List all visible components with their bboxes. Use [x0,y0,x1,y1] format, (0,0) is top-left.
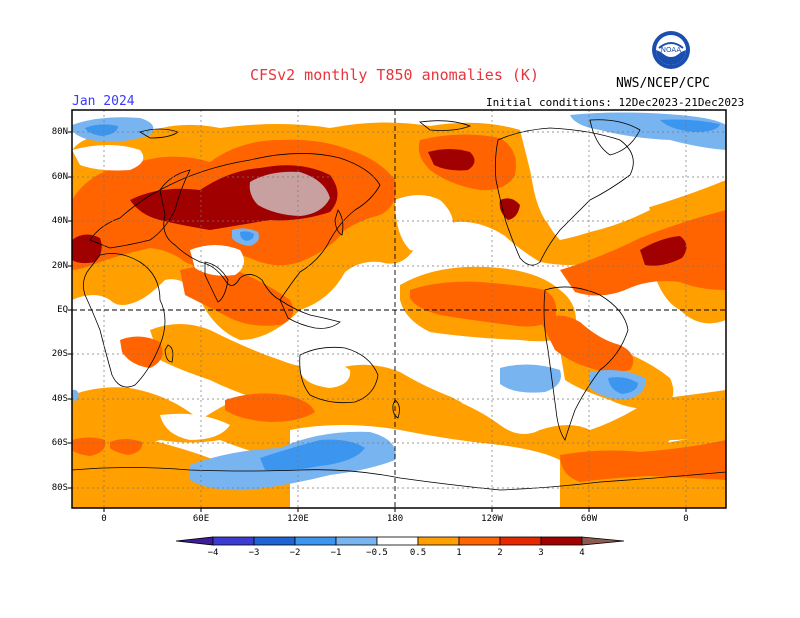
coast-australia [299,346,379,404]
coast-asia [159,153,381,301]
field-darkred-pacific [428,149,475,171]
valid-month: Jan 2024 [72,94,135,109]
lon-label: 120W [481,514,503,524]
coast-madagascar [164,344,174,363]
map-title: CFSv2 monthly T850 anomalies (K) [250,66,539,84]
noaa-logo-icon: NOAA [652,31,690,69]
field-lightblue-far-south-w [72,389,79,401]
field-blue-southern-ocean [260,439,365,471]
lon-label: 60E [192,514,210,524]
colorbar-label: 2 [497,548,503,558]
colorbar-label: 4 [579,548,585,558]
agency-label: NWS/NCEP/CPC [616,76,710,91]
field-neutral-north-america [530,146,650,233]
field-neutral-southern [160,413,230,440]
field-blue-arctic-e [660,119,720,132]
colorbar-seg [376,536,419,546]
field-darkred-na [499,198,520,220]
colorbar-seg [335,536,378,546]
field-red-south-america [540,315,634,373]
lon-label: 0 [683,514,689,524]
coast-north-america [494,127,634,266]
coast-greenland [589,119,641,156]
colorbar-gt-5 [581,536,625,546]
colorbar-label: 1 [456,548,462,558]
colorbar-seg [294,536,337,546]
field-neutral-south-pacific [419,340,560,415]
coast-india [204,261,229,303]
field-red-southern [560,440,726,482]
field-blue-tibet [240,231,254,241]
lat-label: 80N [51,127,68,137]
field-red-patch-2 [72,437,106,456]
colorbar-label: −1 [330,548,342,558]
lon-label: 60W [580,514,598,524]
colorbar-seg [499,536,542,546]
coast-antarctica [72,467,726,491]
field-neutral-arctic [72,145,144,171]
colorbar-label: 3 [538,548,544,558]
coast-southeast-asia [279,298,341,329]
lon-label: 180 [386,514,404,524]
field-blue-south-atlantic [608,377,638,394]
noaa-logo-text: NOAA [661,46,682,54]
colorbar-seg [417,536,460,546]
colorbar-seg [458,536,501,546]
lat-label: 40N [51,216,68,226]
coast-arctic-2 [419,120,472,131]
colorbar-seg [540,536,583,546]
coast-new-zealand [392,399,400,419]
grid [72,110,726,508]
field-neutral-india [190,245,244,276]
field-brown-central-asia [249,171,330,216]
lon-label: 0 [101,514,107,524]
field-neutral-south-indian [300,359,351,388]
colorbar-label: −2 [289,548,301,558]
colorbar-lt-4 [175,536,214,546]
colorbar-label: −3 [248,548,260,558]
coast-japan [334,209,344,236]
field-lightblue-south-pacific [500,364,561,393]
lat-label: 40S [51,394,68,404]
lat-label: 60S [51,438,68,448]
field-blue-arctic-w [85,124,118,136]
lon-label: 120E [287,514,309,524]
field-red-equatorial-pacific [410,281,557,327]
initial-conditions: Initial conditions: 12Dec2023-21Dec2023 [486,96,745,109]
field-red-indian-south [225,393,315,422]
field-neutral-east-africa [72,319,119,381]
coast-europe [89,169,191,249]
colorbar-label: −0.5 [366,548,388,558]
field-neutral-nw-pacific [395,195,454,252]
colorbar-seg [253,536,296,546]
coast-south-america [543,286,629,441]
anomaly-fields [72,110,726,508]
colorbar-label: 0.5 [409,548,427,558]
colorbar [175,536,625,546]
colorbar-label: −4 [207,548,219,558]
lat-label: EQ [57,305,68,315]
coastlines [72,119,726,491]
coast-africa [82,253,166,388]
lat-label: 80S [51,483,68,493]
field-darkred-atlantic [640,236,687,266]
axis-ticks [68,131,687,512]
map-frame [71,109,727,509]
field-red-africa [120,336,163,368]
field-neutral-west-pacific [330,316,414,361]
lat-label: 60N [51,172,68,182]
lat-label: 20S [51,349,68,359]
lat-label: 20N [51,261,68,271]
colorbar-seg [212,536,255,546]
